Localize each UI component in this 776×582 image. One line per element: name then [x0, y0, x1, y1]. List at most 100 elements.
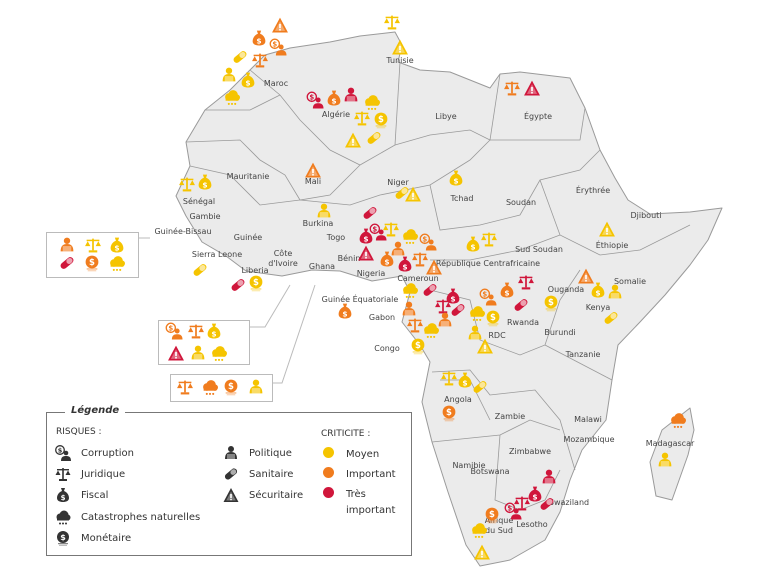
marker-maroc-corruption-icon — [270, 39, 287, 56]
legend-item-fiscal: Fiscal — [55, 487, 108, 503]
marker-madagascar-politique-icon — [657, 452, 674, 469]
country-label-egypte: Égypte — [523, 112, 553, 121]
legend-label: Fiscal — [81, 489, 109, 501]
marker-gabon-catastrophe-icon — [402, 282, 419, 299]
marker-cameroun-fiscal-icon — [397, 256, 414, 273]
country-label-zambie: Zambie — [494, 412, 526, 421]
marker-ouganda-monetaire-icon — [543, 295, 560, 312]
legend-criticite-tres-important: Très important — [323, 487, 406, 519]
country-label-republique-centrafricaine: République Centrafricaine — [435, 259, 541, 268]
marker-nigeria-sanitaire-icon — [362, 205, 379, 222]
country-label-burundi: Burundi — [544, 328, 576, 337]
country-label-algerie: Algérie — [321, 110, 351, 119]
legend-label: Juridique — [81, 468, 126, 480]
marker-algerie-monetaire-icon — [373, 112, 390, 129]
marker-tchad-fiscal-icon — [448, 170, 465, 187]
country-label-sierra-leone: Sierra Leone — [191, 250, 243, 259]
country-label-mozambique: Mozambique — [563, 435, 615, 444]
country-label-ouganda: Ouganda — [547, 285, 585, 294]
juridique-icon — [55, 466, 71, 482]
marker-ghana-juridique-icon — [177, 379, 194, 396]
marker-liberia-monetaire-icon — [248, 275, 265, 292]
marker-nigeria-catastrophe-icon — [402, 228, 419, 245]
marker-afrique-du-sud-securitaire-icon — [474, 544, 491, 561]
marker-maroc-catastrophe-icon — [224, 89, 241, 106]
country-label-mali: Mali — [304, 177, 322, 186]
legend-label: Corruption — [81, 447, 134, 459]
marker-algerie-juridique-icon — [354, 110, 371, 127]
marker-ghana-catastrophe-icon — [202, 379, 219, 396]
marker-angola-monetaire-icon — [441, 405, 458, 422]
marker-algerie-securitaire-icon — [345, 132, 362, 149]
marker-algerie-corruption-icon — [307, 92, 324, 109]
legend-label: Monétaire — [81, 532, 132, 544]
country-label-rwanda: Rwanda — [506, 318, 540, 327]
marker-rdc-juridique-icon — [518, 274, 535, 291]
marker-maroc-juridique-icon — [252, 52, 269, 69]
marker-republique-centrafricaine-juridique-icon — [481, 231, 498, 248]
country-label-ethiopie: Éthiopie — [595, 241, 629, 250]
marker-algerie-fiscal-icon — [326, 90, 343, 107]
country-label-namibie: Namibie — [452, 461, 486, 470]
marker-guinee-equatoriale-fiscal-icon — [337, 303, 354, 320]
legend: Légende RISQUES : CRITICITE : Corruption… — [46, 405, 412, 556]
marker-guinee-bissau-sanitaire-icon — [59, 255, 76, 272]
country-label-guinee: Guinée — [233, 233, 263, 242]
country-label-madagascar: Madagascar — [645, 439, 695, 448]
marker-afrique-du-sud-corruption-icon — [505, 503, 522, 520]
legend-criticite-moyen: Moyen — [323, 447, 406, 463]
marker-algerie-sanitaire-icon — [366, 130, 383, 147]
legend-label: Catastrophes naturelles — [81, 511, 201, 523]
legend-item-corruption: Corruption — [55, 445, 134, 461]
marker-rdc-securitaire-icon — [477, 338, 494, 355]
legend-title: Légende — [65, 405, 126, 416]
marker-sierra-leone-sanitaire-icon — [192, 262, 209, 279]
marker-gabon-politique-icon — [401, 301, 418, 318]
legend-item-sanitaire: Sanitaire — [223, 466, 293, 482]
marker-rdc-monetaire-icon — [485, 310, 502, 327]
country-label-burkina: Burkina — [302, 219, 334, 228]
country-label-tanzanie: Tanzanie — [565, 350, 601, 359]
marker-gabon-juridique-icon — [407, 317, 424, 334]
country-label-tunisie: Tunisie — [386, 56, 414, 65]
marker-rdc-catastrophe-icon — [469, 305, 486, 322]
country-label-erythree: Érythrée — [575, 186, 611, 195]
politique-icon — [223, 445, 239, 461]
marker-maroc-politique-icon — [221, 67, 238, 84]
sanitaire-icon — [223, 466, 239, 482]
marker-angola-sanitaire-icon — [472, 379, 489, 396]
criticite-dot — [323, 447, 334, 458]
marker-maroc-fiscal-icon — [251, 30, 268, 47]
legend-label: Politique — [249, 447, 292, 459]
country-label-benin: Bénin — [337, 254, 361, 263]
country-label-gambie: Gambie — [189, 212, 221, 221]
marker-cote-d-ivoire-securitaire-icon — [168, 345, 185, 362]
country-label-angola: Angola — [444, 395, 472, 404]
marker-maroc-fiscal-icon — [240, 72, 257, 89]
country-label-togo: Togo — [326, 233, 346, 242]
marker-senegal-fiscal-icon — [197, 174, 214, 191]
marker-egypte-securitaire-icon — [524, 80, 541, 97]
marker-cote-d-ivoire-fiscal-icon — [206, 323, 223, 340]
securitaire-icon — [223, 487, 239, 503]
criticite-header: CRITICITE : — [321, 429, 371, 439]
country-label-sud-soudan: Sud Soudan — [515, 245, 563, 254]
marker-congo-politique-icon — [437, 312, 454, 329]
country-label-congo: Congo — [374, 344, 400, 353]
marker-guinee-bissau-monetaire-icon — [84, 255, 101, 272]
marker-burkina-politique-icon — [316, 203, 333, 220]
country-label-lesotho: Lesotho — [516, 520, 548, 529]
marker-cote-d-ivoire-catastrophe-icon — [211, 345, 228, 362]
marker-kenya-fiscal-icon — [590, 282, 607, 299]
marker-algerie-catastrophe-icon — [364, 94, 381, 111]
marker-tunisie-juridique-icon — [384, 14, 401, 31]
legend-item-catastrophe: Catastrophes naturelles — [55, 509, 200, 525]
marker-guinee-bissau-juridique-icon — [85, 237, 102, 254]
marker-maroc-sanitaire-icon — [232, 49, 249, 66]
marker-rdc-sanitaire-icon — [513, 297, 530, 314]
marker-niger-securitaire-icon — [405, 186, 422, 203]
marker-cameroun-sanitaire-icon — [422, 282, 439, 299]
legend-criticite-important: Important — [323, 467, 406, 483]
marker-nigeria-juridique-icon — [383, 221, 400, 238]
